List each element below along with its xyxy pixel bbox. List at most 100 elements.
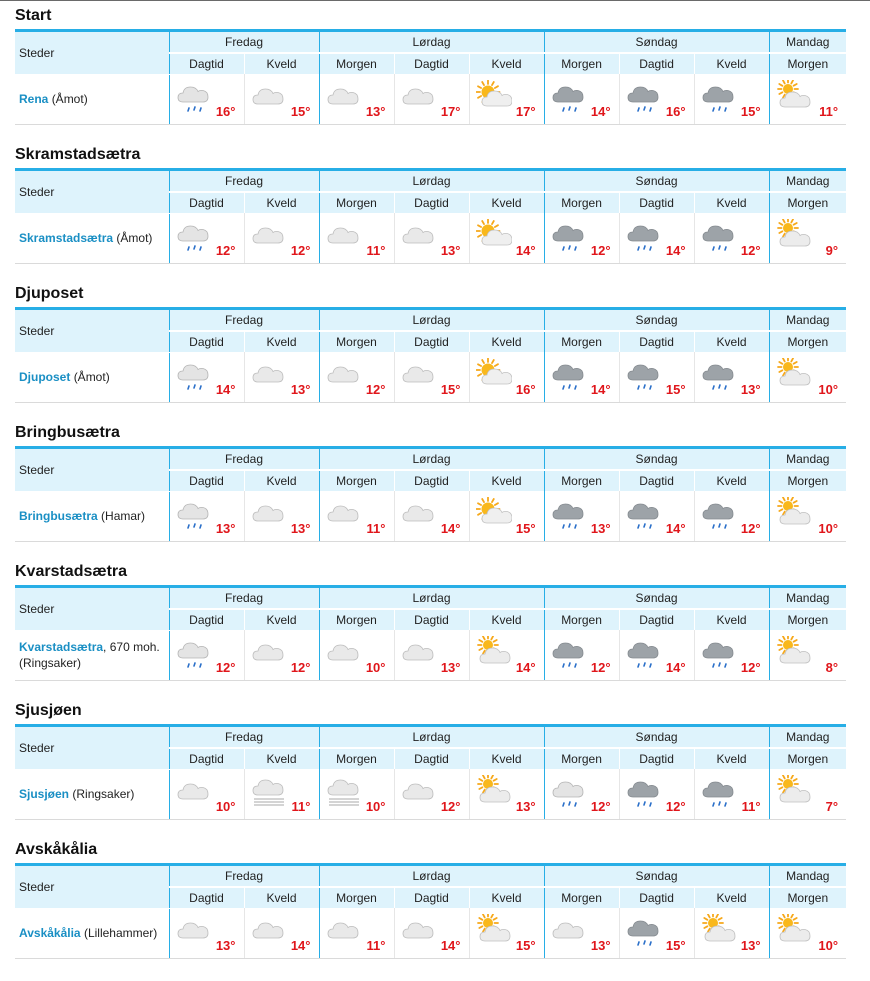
forecast-cell[interactable]: 13° (243, 491, 319, 542)
forecast-cell[interactable]: 14° (168, 352, 244, 403)
forecast-cell[interactable]: 12° (693, 630, 770, 681)
forecast-cell[interactable]: 15° (468, 908, 545, 959)
forecast-cell[interactable]: 17° (393, 74, 469, 125)
forecast-cell[interactable]: 12° (693, 213, 770, 264)
period-header: Kveld (693, 609, 770, 630)
forecast-cell[interactable]: 14° (243, 908, 319, 959)
period-header: Kveld (468, 331, 545, 352)
dark-cloud-rain-icon (626, 775, 662, 809)
forecast-cell[interactable]: 11° (318, 908, 394, 959)
day-header: Søndag (543, 447, 770, 471)
temperature: 11° (741, 798, 761, 814)
forecast-cell[interactable]: 14° (618, 491, 695, 542)
forecast-cell[interactable]: 13° (468, 769, 545, 820)
forecast-cell[interactable]: 10° (318, 630, 394, 681)
forecast-cell[interactable]: 13° (393, 213, 469, 264)
place-link[interactable]: Djuposet (19, 370, 71, 384)
forecast-cell[interactable]: 14° (468, 213, 545, 264)
forecast-cell[interactable]: 10° (318, 769, 394, 820)
forecast-cell[interactable]: 12° (543, 630, 620, 681)
dark-cloud-rain-icon (551, 219, 587, 253)
forecast-cell[interactable]: 10° (768, 908, 847, 959)
forecast-cell[interactable]: 15° (243, 74, 319, 125)
place-link[interactable]: Kvarstadsætra (19, 640, 104, 654)
forecast-cell[interactable]: 12° (243, 213, 319, 264)
forecast-cell[interactable]: 10° (168, 769, 244, 820)
forecast-cell[interactable]: 13° (693, 352, 770, 403)
forecast-cell[interactable]: 13° (243, 352, 319, 403)
place-link[interactable]: Rena (19, 92, 49, 106)
forecast-cell[interactable]: 14° (543, 352, 620, 403)
forecast-cell[interactable]: 10° (768, 352, 847, 403)
forecast-cell[interactable]: 10° (768, 491, 847, 542)
forecast-cell[interactable]: 14° (618, 213, 695, 264)
period-header: Morgen (318, 53, 394, 74)
section-title: Kvarstadsætra (15, 563, 128, 580)
day-header: Fredag (168, 586, 319, 610)
forecast-cell[interactable]: 14° (393, 908, 469, 959)
dark-cloud-rain-icon (701, 219, 737, 253)
forecast-cell[interactable]: 15° (693, 74, 770, 125)
forecast-cell[interactable]: 12° (243, 630, 319, 681)
section-title: Djuposet (15, 285, 84, 302)
forecast-cell[interactable]: 13° (543, 491, 620, 542)
forecast-cell[interactable]: 13° (168, 908, 244, 959)
period-header: Kveld (468, 192, 545, 213)
place-link[interactable]: Avskåkålia (19, 926, 81, 940)
cloud-icon (326, 219, 362, 253)
forecast-cell[interactable]: 12° (693, 491, 770, 542)
period-header: Kveld (243, 748, 319, 769)
forecast-cell[interactable]: 17° (468, 74, 545, 125)
forecast-cell[interactable]: 12° (543, 213, 620, 264)
forecast-cell[interactable]: 12° (168, 213, 244, 264)
period-header: Morgen (543, 470, 620, 491)
place-link[interactable]: Skramstadsætra (19, 231, 114, 245)
place-link[interactable]: Bringbusætra (19, 509, 98, 523)
forecast-cell[interactable]: 13° (393, 630, 469, 681)
temperature: 13° (440, 242, 461, 258)
forecast-cell[interactable]: 11° (693, 769, 770, 820)
forecast-cell[interactable]: 16° (468, 352, 545, 403)
period-header: Morgen (768, 748, 847, 769)
forecast-cell[interactable]: 16° (168, 74, 244, 125)
forecast-cell[interactable]: 14° (618, 630, 695, 681)
forecast-cell[interactable]: 13° (168, 491, 244, 542)
forecast-cell[interactable]: 15° (468, 491, 545, 542)
forecast-cell[interactable]: 16° (618, 74, 695, 125)
cloud-icon (326, 914, 362, 948)
fog-icon (251, 775, 287, 809)
forecast-cell[interactable]: 11° (318, 491, 394, 542)
place-link[interactable]: Sjusjøen (19, 787, 70, 801)
forecast-cell[interactable]: 12° (318, 352, 394, 403)
forecast-cell[interactable]: 12° (393, 769, 469, 820)
forecast-cell[interactable]: 14° (468, 630, 545, 681)
forecast-cell[interactable]: 14° (543, 74, 620, 125)
forecast-cell[interactable]: 13° (543, 908, 620, 959)
forecast-cell[interactable]: 8° (768, 630, 847, 681)
period-header: Kveld (693, 748, 770, 769)
forecast-cell[interactable]: 15° (393, 352, 469, 403)
temperature: 14° (665, 242, 686, 258)
forecast-cell[interactable]: 15° (618, 908, 695, 959)
forecast-cell[interactable]: 11° (768, 74, 847, 125)
period-header: Morgen (318, 748, 394, 769)
forecast-cell[interactable]: 12° (618, 769, 695, 820)
forecast-cell[interactable]: 13° (693, 908, 770, 959)
temperature: 14° (290, 937, 311, 953)
period-header: Kveld (468, 53, 545, 74)
cloud-icon (251, 80, 287, 114)
day-header: Mandag (768, 586, 847, 610)
period-header: Morgen (543, 887, 620, 908)
forecast-cell[interactable]: 14° (393, 491, 469, 542)
cloud-icon (401, 358, 437, 392)
forecast-cell[interactable]: 12° (168, 630, 244, 681)
forecast-cell[interactable]: 12° (543, 769, 620, 820)
forecast-cell[interactable]: 9° (768, 213, 847, 264)
forecast-cell[interactable]: 13° (318, 74, 394, 125)
forecast-cell[interactable]: 11° (318, 213, 394, 264)
forecast-cell[interactable]: 7° (768, 769, 847, 820)
forecast-cell[interactable]: 11° (243, 769, 319, 820)
period-header: Dagtid (393, 53, 469, 74)
period-header: Kveld (693, 53, 770, 74)
forecast-cell[interactable]: 15° (618, 352, 695, 403)
